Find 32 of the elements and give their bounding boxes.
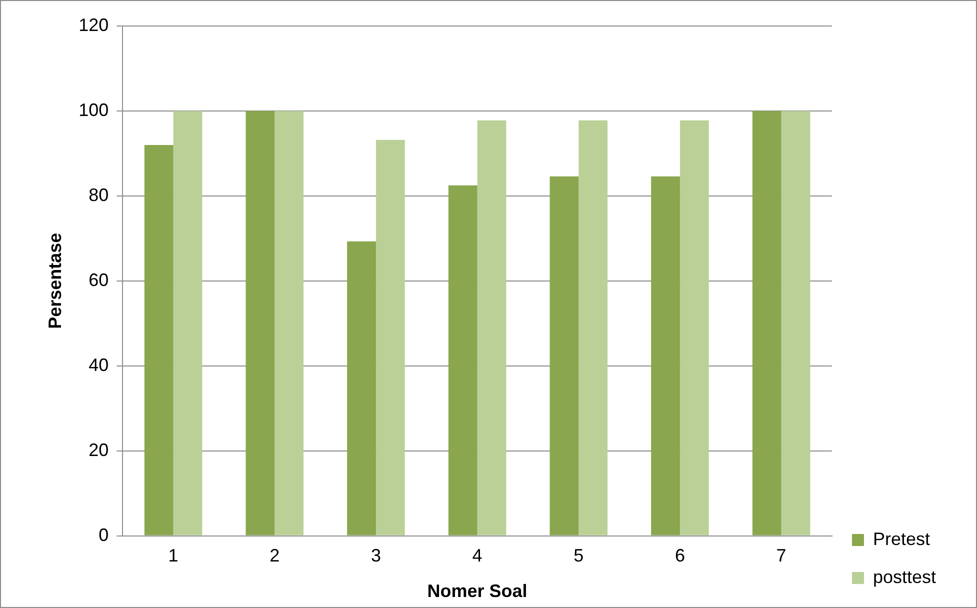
- x-tick-label: 4: [472, 546, 482, 566]
- x-tick-label: 7: [776, 546, 786, 566]
- x-tick-label: 2: [270, 546, 280, 566]
- bar: [781, 110, 810, 536]
- x-tick-label: 5: [574, 546, 584, 566]
- x-tick-label: 1: [168, 546, 178, 566]
- bar: [550, 176, 579, 536]
- y-tick-label: 60: [88, 270, 109, 290]
- bar: [477, 120, 506, 536]
- y-tick-label: 20: [88, 440, 109, 460]
- y-tick-label: 0: [98, 524, 109, 545]
- bar: [752, 110, 782, 536]
- y-tick-label: 40: [88, 354, 109, 375]
- bar: [246, 110, 275, 536]
- legend-label: posttest: [872, 566, 936, 587]
- y-axis-title: Persentase: [44, 232, 65, 329]
- bar: [274, 110, 304, 536]
- bar: [578, 120, 608, 536]
- legend-label: Pretest: [872, 528, 930, 549]
- y-tick-label: 100: [78, 100, 109, 120]
- y-tick-label: 120: [78, 14, 109, 35]
- bar: [376, 140, 405, 536]
- bar: [448, 185, 478, 536]
- bar: [651, 176, 680, 536]
- x-axis-title: Nomer Soal: [427, 581, 528, 602]
- x-tick-label: 6: [674, 546, 685, 566]
- bar: [173, 110, 202, 536]
- bar: [347, 241, 376, 536]
- bar: [680, 120, 709, 536]
- bar: [144, 144, 174, 536]
- x-tick-label: 3: [370, 546, 381, 566]
- y-tick-label: 80: [88, 184, 109, 205]
